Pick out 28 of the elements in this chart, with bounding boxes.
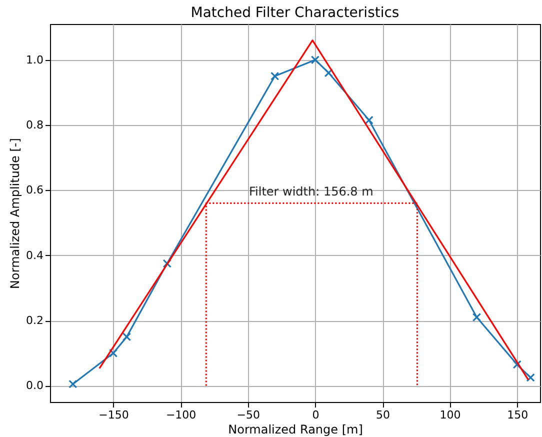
- annotation: Filter width: 156.8 m: [248, 184, 374, 198]
- point: [324, 68, 333, 78]
- point: [512, 360, 522, 369]
- x-tick-label: 50: [376, 408, 390, 422]
- point: [472, 312, 482, 322]
- point: [108, 348, 118, 358]
- x-tick-label: −150: [98, 408, 129, 422]
- x-tick-label: 150: [507, 408, 528, 422]
- point: [122, 332, 132, 342]
- point: [310, 56, 320, 64]
- point: [364, 116, 374, 124]
- y-tick-label: 1.0: [26, 53, 44, 66]
- y-tick-label: 0.8: [26, 118, 44, 132]
- point: [526, 373, 535, 382]
- chart-title: Matched Filter Characteristics: [190, 5, 400, 21]
- x-tick-label: 100: [440, 408, 461, 422]
- y-tick-label: 0.0: [26, 379, 44, 392]
- x-axis-title: Normalized Range [m]: [228, 422, 363, 436]
- y-tick-label: 0.4: [26, 248, 44, 262]
- point: [162, 259, 172, 268]
- x-tick-label: 0: [312, 408, 320, 422]
- point: [270, 72, 280, 80]
- y-axis-title: Normalized Amplitude [-]: [8, 138, 22, 289]
- y-tick-label: 0.6: [26, 184, 44, 197]
- y-tick-label: 0.2: [26, 314, 44, 328]
- x-tick-label: −100: [166, 408, 196, 422]
- x-tick-label: −50: [236, 408, 260, 422]
- point: [68, 380, 78, 388]
